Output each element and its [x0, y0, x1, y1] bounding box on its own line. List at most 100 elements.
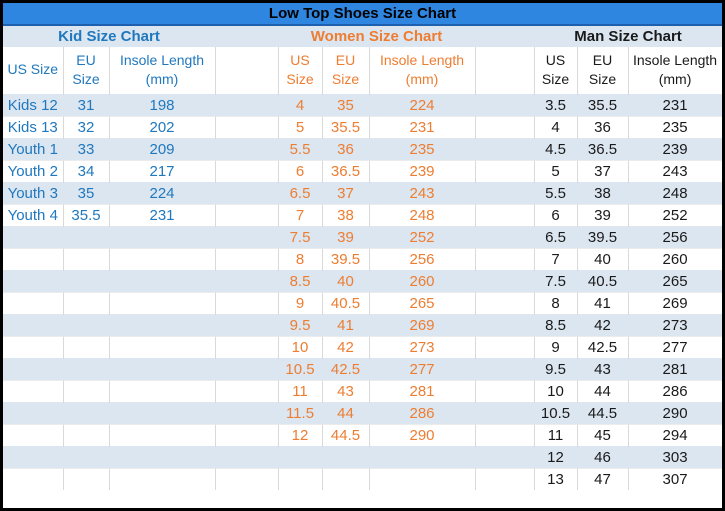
kid-insole-cell: 202 — [109, 115, 216, 138]
women-insole-cell — [369, 467, 476, 490]
man-eu-cell: 43 — [577, 357, 629, 380]
kid-insole-cell — [109, 313, 216, 336]
kid-us-cell — [3, 423, 64, 446]
spacer-cell — [215, 137, 279, 160]
spacer-cell — [475, 137, 535, 160]
table-row: Youth 2 34 217 6 36.5 239 5 37 243 — [3, 159, 722, 182]
kid-us-cell — [3, 225, 64, 248]
man-eu-cell: 38 — [577, 181, 629, 204]
man-eu-size-header: EU Size — [577, 47, 629, 94]
spacer-cell — [475, 357, 535, 380]
kid-us-cell: Kids 13 — [3, 115, 64, 138]
kid-eu-cell — [63, 423, 110, 446]
kid-insole-cell: 209 — [109, 137, 216, 160]
women-insole-cell: 290 — [369, 423, 476, 446]
kid-insole-cell — [109, 401, 216, 424]
women-eu-cell: 39 — [322, 225, 370, 248]
women-insole-cell: 252 — [369, 225, 476, 248]
women-us-cell — [278, 445, 323, 468]
man-insole-cell: 248 — [628, 181, 722, 204]
table-row: 7.5 39 252 6.5 39.5 256 — [3, 225, 722, 248]
women-us-cell: 11.5 — [278, 401, 323, 424]
women-insole-cell: 265 — [369, 291, 476, 314]
man-insole-cell: 307 — [628, 467, 722, 490]
table-row: 11.5 44 286 10.5 44.5 290 — [3, 401, 722, 424]
kid-eu-cell — [63, 269, 110, 292]
women-insole-cell: 277 — [369, 357, 476, 380]
kid-section-title: Kid Size Chart — [3, 25, 215, 47]
kid-insole-cell — [109, 357, 216, 380]
spacer-cell — [475, 401, 535, 424]
kid-us-cell — [3, 401, 64, 424]
man-us-cell: 12 — [534, 445, 578, 468]
women-us-cell: 11 — [278, 379, 323, 402]
man-us-cell: 10 — [534, 379, 578, 402]
man-insole-cell: 303 — [628, 445, 722, 468]
kid-us-cell: Youth 3 — [3, 181, 64, 204]
man-us-cell: 11 — [534, 423, 578, 446]
kid-us-size-header: US Size — [3, 47, 64, 94]
man-eu-cell: 42 — [577, 313, 629, 336]
man-insole-cell: 239 — [628, 137, 722, 160]
spacer-cell — [215, 467, 279, 490]
table-row: 12 44.5 290 11 45 294 — [3, 423, 722, 446]
man-insole-cell: 243 — [628, 159, 722, 182]
women-eu-cell: 42 — [322, 335, 370, 358]
spacer-cell — [475, 467, 535, 490]
women-insole-cell: 235 — [369, 137, 476, 160]
spacer-cell — [475, 115, 535, 138]
spacer-cell — [215, 93, 279, 116]
man-eu-cell: 41 — [577, 291, 629, 314]
spacer-cell — [475, 203, 535, 226]
kid-insole-cell — [109, 291, 216, 314]
spacer-cell — [215, 401, 279, 424]
spacer-cell — [475, 313, 535, 336]
women-insole-cell: 269 — [369, 313, 476, 336]
women-insole-cell: 286 — [369, 401, 476, 424]
man-us-cell: 8.5 — [534, 313, 578, 336]
spacer-cell — [475, 93, 535, 116]
women-insole-cell: 256 — [369, 247, 476, 270]
kid-us-cell — [3, 247, 64, 270]
kid-eu-cell — [63, 313, 110, 336]
spacer-cell — [475, 247, 535, 270]
women-eu-cell: 40.5 — [322, 291, 370, 314]
man-us-cell: 8 — [534, 291, 578, 314]
kid-eu-size-header: EU Size — [63, 47, 110, 94]
man-eu-cell: 44.5 — [577, 401, 629, 424]
women-insole-cell: 231 — [369, 115, 476, 138]
man-us-cell: 4.5 — [534, 137, 578, 160]
spacer-cell — [215, 291, 279, 314]
man-us-cell: 10.5 — [534, 401, 578, 424]
women-us-size-header: US Size — [278, 47, 323, 94]
man-eu-cell: 35.5 — [577, 93, 629, 116]
kid-eu-cell — [63, 357, 110, 380]
women-us-cell: 12 — [278, 423, 323, 446]
man-eu-cell: 36 — [577, 115, 629, 138]
women-insole-cell: 260 — [369, 269, 476, 292]
spacer-cell — [475, 25, 534, 47]
spacer-cell — [475, 335, 535, 358]
spacer-cell — [215, 313, 279, 336]
spacer-cell — [475, 269, 535, 292]
kid-insole-cell — [109, 335, 216, 358]
spacer-cell — [215, 25, 278, 47]
man-us-cell: 4 — [534, 115, 578, 138]
man-insole-length-header: Insole Length (mm) — [628, 47, 722, 94]
kid-eu-cell: 33 — [63, 137, 110, 160]
kid-us-cell: Youth 4 — [3, 203, 64, 226]
man-insole-cell: 277 — [628, 335, 722, 358]
spacer-cell — [215, 335, 279, 358]
women-eu-cell: 43 — [322, 379, 370, 402]
spacer-cell — [215, 159, 279, 182]
kid-eu-cell — [63, 467, 110, 490]
women-insole-cell: 273 — [369, 335, 476, 358]
spacer-cell — [215, 445, 279, 468]
size-table: Low Top Shoes Size Chart Kid Size Chart … — [3, 3, 722, 490]
spacer-cell — [215, 423, 279, 446]
kid-us-cell — [3, 313, 64, 336]
man-us-cell: 9 — [534, 335, 578, 358]
kid-eu-cell: 34 — [63, 159, 110, 182]
women-eu-cell: 35 — [322, 93, 370, 116]
spacer-cell — [215, 47, 279, 94]
